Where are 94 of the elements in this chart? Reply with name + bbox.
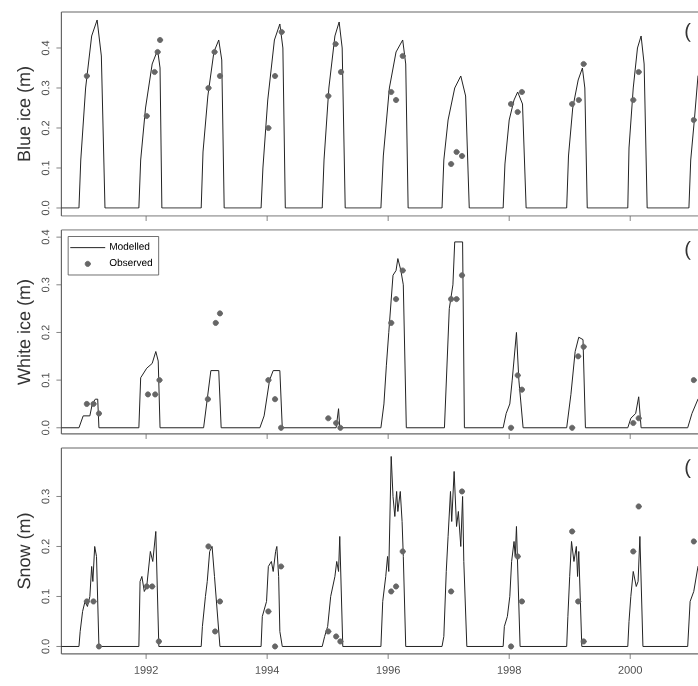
point [212, 628, 219, 635]
point [337, 638, 344, 645]
point [149, 583, 156, 590]
point [95, 410, 102, 417]
point [216, 310, 223, 317]
point [83, 400, 90, 407]
point [514, 109, 521, 115]
point [337, 69, 344, 75]
point [265, 608, 272, 615]
point [278, 424, 285, 431]
point [205, 84, 212, 91]
point [265, 124, 272, 131]
point [155, 638, 162, 645]
point [458, 152, 465, 159]
point [90, 598, 97, 605]
point [569, 100, 576, 107]
annotation: ( [685, 459, 691, 478]
point [508, 424, 515, 431]
point [518, 386, 525, 393]
point [325, 415, 332, 422]
line-series [61, 19, 698, 209]
point [332, 40, 339, 47]
point [204, 396, 211, 403]
point [212, 319, 219, 326]
point [635, 503, 642, 510]
point [448, 296, 455, 303]
point [569, 424, 576, 431]
point [399, 52, 406, 59]
point [448, 160, 455, 167]
point [278, 563, 285, 570]
point [508, 643, 515, 650]
point [388, 588, 395, 595]
point [393, 96, 400, 103]
point [630, 420, 637, 427]
point [333, 633, 340, 640]
point [95, 643, 102, 650]
point [265, 377, 272, 384]
point [453, 148, 460, 155]
point [393, 583, 400, 590]
point [143, 583, 150, 590]
point [580, 343, 587, 350]
point [272, 643, 279, 650]
point [272, 73, 279, 79]
point [205, 543, 212, 550]
point [278, 29, 285, 35]
point [635, 69, 642, 75]
line-series [61, 241, 698, 429]
point [156, 377, 163, 384]
point [580, 60, 587, 67]
point [399, 548, 406, 555]
annotation: ( [685, 241, 691, 260]
point [518, 598, 525, 605]
point [458, 272, 465, 279]
point [143, 112, 150, 119]
point [272, 396, 279, 403]
point [575, 353, 582, 360]
point [399, 267, 406, 274]
point [453, 296, 460, 303]
point [325, 628, 332, 635]
point [144, 391, 151, 398]
line-series [61, 455, 698, 647]
y-axis-title: White ice (m) [17, 280, 34, 385]
point [337, 424, 344, 431]
point [448, 588, 455, 595]
point [83, 73, 90, 79]
point [508, 100, 515, 107]
point [388, 319, 395, 326]
point [83, 598, 90, 605]
point [216, 598, 223, 605]
point [151, 69, 158, 75]
point [575, 598, 582, 605]
point [211, 48, 218, 55]
point [90, 400, 97, 407]
point [630, 96, 637, 103]
point [635, 415, 642, 422]
point [569, 528, 576, 535]
y-axis-title: Snow (m) [17, 513, 34, 589]
point [216, 73, 223, 79]
point [630, 548, 637, 555]
point [518, 88, 525, 95]
point [154, 48, 161, 55]
y-axis-title: Blue ice (m) [17, 67, 34, 161]
annotation: ( [685, 23, 691, 42]
point [388, 88, 395, 95]
point [152, 391, 159, 398]
point [580, 638, 587, 645]
point [333, 420, 340, 427]
point [514, 553, 521, 560]
point [393, 296, 400, 303]
point [514, 372, 521, 379]
point [325, 92, 332, 99]
point [157, 37, 164, 43]
point [458, 488, 465, 495]
point [575, 96, 582, 103]
